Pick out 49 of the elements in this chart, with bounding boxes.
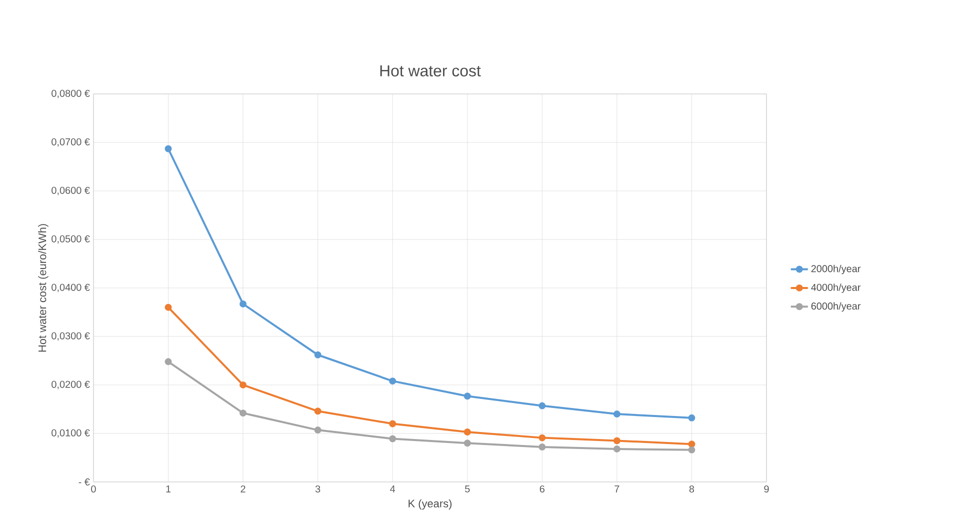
point [314, 351, 322, 358]
y-tick-label: 0,0600 € [52, 186, 90, 196]
point [613, 437, 620, 444]
x-tick-label: 0 [91, 485, 96, 493]
point [314, 408, 322, 415]
legend-label: 6000h/year [811, 302, 861, 312]
x-tick-label: 8 [689, 485, 694, 493]
legend-label: 2000h/year [811, 264, 861, 274]
point [464, 392, 471, 400]
y-tick-label: 0,0800 € [52, 90, 90, 98]
chart-title: Hot water cost [380, 65, 481, 76]
point [688, 446, 696, 454]
x-tick-label: 2 [240, 485, 246, 492]
point [164, 358, 172, 366]
y-tick-label: 0,0500 € [52, 235, 90, 244]
point [389, 378, 396, 385]
x-tick-label: 9 [764, 485, 769, 493]
y-tick-label: - € [78, 478, 90, 486]
legend-label: 4000h/year [811, 284, 861, 293]
x-axis-title: K (years) [408, 499, 452, 510]
point [613, 445, 620, 452]
point [688, 440, 696, 448]
y-axis-title: Hot water cost (euro/KWh) [38, 224, 48, 352]
point [240, 410, 247, 417]
y-tick-label: 0,0100 € [52, 429, 90, 438]
point [538, 434, 546, 442]
point [164, 304, 172, 311]
x-tick-label: 3 [315, 485, 320, 493]
point [613, 410, 620, 418]
point [389, 435, 396, 442]
point [164, 145, 172, 152]
x-tick-label: 4 [390, 485, 396, 492]
y-tick-label: 0,0400 € [52, 284, 90, 292]
x-tick-label: 1 [166, 485, 171, 492]
point [688, 414, 696, 422]
point [464, 428, 471, 436]
point [240, 300, 247, 308]
x-tick-label: 7 [614, 485, 620, 492]
y-tick-label: 0,0700 € [52, 138, 90, 147]
point [538, 444, 546, 451]
point [464, 440, 471, 447]
y-tick-label: 0,0300 € [52, 332, 90, 341]
x-tick-label: 6 [540, 485, 544, 493]
point [389, 420, 396, 428]
point [240, 381, 247, 388]
x-tick-label: 5 [465, 485, 470, 492]
point [314, 426, 322, 434]
y-tick-label: 0,0200 € [52, 380, 90, 390]
point [538, 402, 546, 410]
